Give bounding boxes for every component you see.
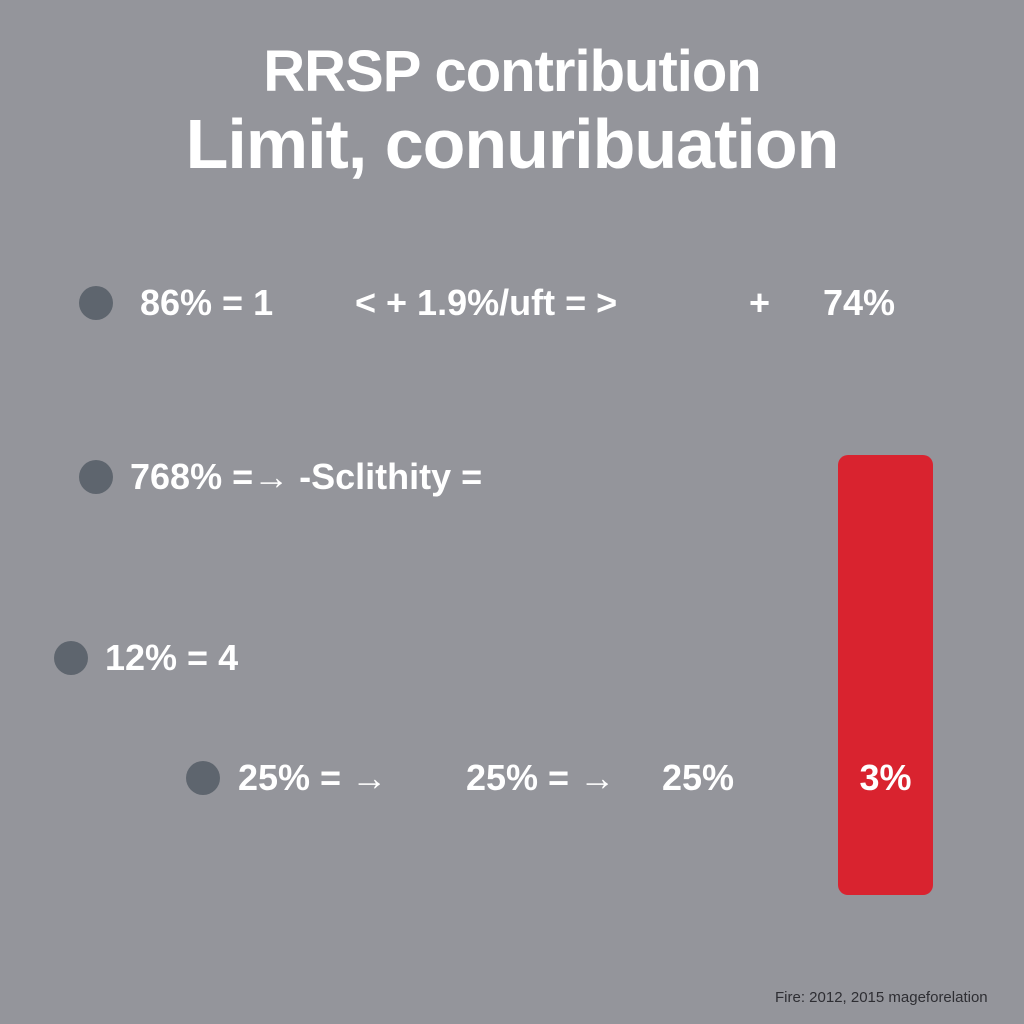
footer-note: Fire: 2012, 2015 mageforelation <box>775 989 988 1006</box>
row-item: 74% <box>823 282 896 323</box>
bullet <box>54 641 88 675</box>
title-line: RRSP contribution <box>263 39 761 104</box>
highlight-label: 3% <box>859 757 912 798</box>
row-item: 25% = → <box>466 757 616 798</box>
row-item: + <box>749 282 771 323</box>
bullet <box>186 761 220 795</box>
row-item: 25% <box>662 757 735 798</box>
title-line: Limit, conuribuation <box>185 105 840 183</box>
row-item: 25% = → <box>238 757 388 798</box>
row-item: 12% = 4 <box>105 637 239 678</box>
bullet <box>79 460 113 494</box>
highlight-bar <box>838 455 933 895</box>
row-item: 768% =→ -Sclithity = <box>130 456 483 497</box>
bullet <box>79 286 113 320</box>
row-item: 86% = 1 <box>140 282 274 323</box>
row-item: < + 1.9%/uft = > <box>355 282 618 323</box>
